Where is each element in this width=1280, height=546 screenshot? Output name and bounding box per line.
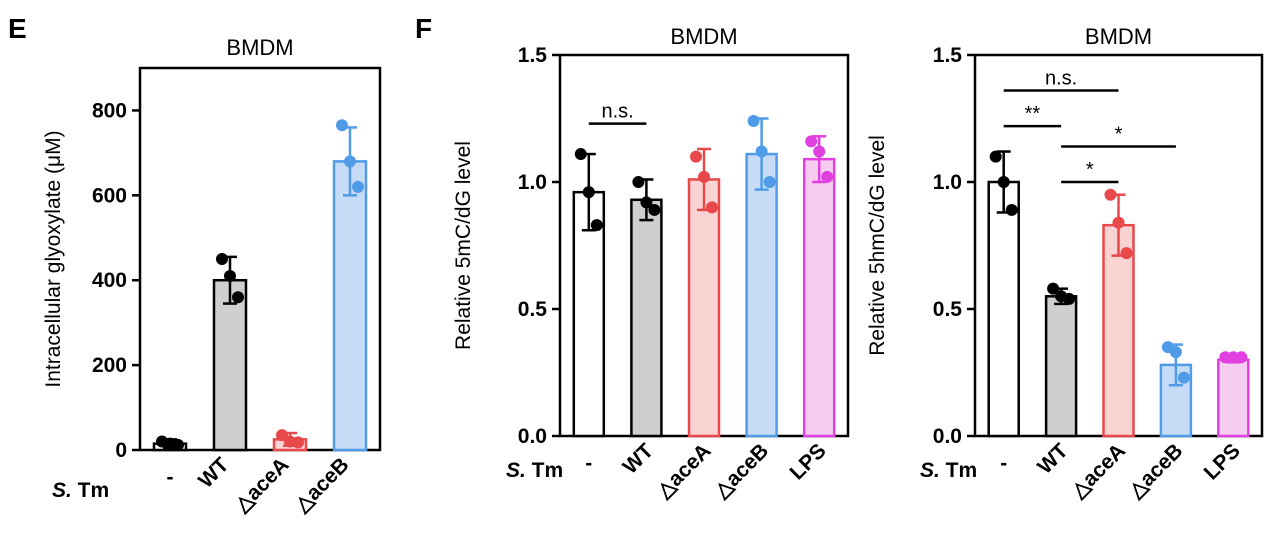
data-point (292, 436, 304, 449)
data-point (1005, 203, 1018, 216)
data-point (1112, 216, 1125, 229)
row-label-f2: S. Tm (920, 459, 977, 482)
x-tick-label: △aceB (709, 439, 773, 503)
chart-title: BMDM (1085, 24, 1152, 49)
bar (630, 198, 663, 438)
data-point (1063, 292, 1076, 305)
y-tick-label: 200 (92, 354, 127, 377)
x-tick-label: △aceA (1066, 439, 1130, 503)
y-tick-label: 1.5 (518, 44, 548, 67)
y-axis-label: Intracellular glyoxylate (μM) (42, 130, 65, 387)
data-point (632, 176, 645, 188)
y-tick-label: 0.5 (933, 298, 963, 321)
data-point (648, 203, 661, 216)
y-tick-label: 1.0 (518, 171, 547, 194)
x-tick-label: △aceA (230, 453, 294, 517)
y-axis-label: Relative 5hmC/dG level (866, 135, 889, 356)
y-tick-label: 0.5 (518, 298, 548, 321)
data-point (590, 219, 603, 232)
data-point (336, 119, 348, 132)
x-tick-label: - (585, 452, 592, 475)
5mc-chart: BMDM Relative 5mC/dG level 0.0 0.5 1.0 1.5 -… (452, 24, 850, 503)
bar (802, 157, 836, 438)
x-tick-label: △aceA (652, 439, 716, 503)
data-point (1047, 282, 1060, 295)
x-tick-label: - (167, 466, 174, 489)
row-label-e: S. Tm (52, 479, 109, 502)
bar (745, 152, 778, 438)
x-tick-label: LPS (786, 439, 831, 484)
data-point (1104, 188, 1117, 201)
chart-title: BMDM (226, 35, 293, 60)
row-labels: S. Tm S. Tm S. Tm (52, 459, 977, 502)
data-point (763, 176, 776, 188)
x-tick-label: - (1000, 452, 1007, 475)
data-point (989, 150, 1002, 163)
y-tick-label: 1.0 (933, 171, 962, 194)
x-tick-label: △aceB (1124, 439, 1188, 503)
data-point (698, 170, 710, 183)
x-tick-label: LPS (1200, 439, 1245, 484)
y-axis-label: Relative 5mC/dG level (452, 141, 475, 350)
bar (1102, 223, 1135, 438)
bar (332, 160, 368, 452)
row-label-f1: S. Tm (506, 459, 563, 482)
bar (987, 180, 1020, 438)
data-point (805, 135, 818, 148)
y-tick-label: 0 (115, 439, 127, 462)
data-point (344, 155, 356, 168)
bar (1217, 358, 1250, 438)
data-point (813, 145, 826, 158)
y-tick-label: 800 (92, 99, 127, 122)
data-point (690, 150, 702, 163)
glyoxylate-chart: BMDM Intracellular glyoxylate (μM) 0 200 4… (42, 35, 382, 517)
bar (572, 190, 606, 438)
significance-label: n.s. (1045, 68, 1077, 90)
significance-label: n.s. (601, 101, 633, 123)
data-point (276, 429, 288, 442)
chart-title: BMDM (670, 24, 737, 49)
plot-frame (138, 66, 382, 452)
data-point (1169, 346, 1182, 359)
panel-label-f: F (415, 13, 432, 44)
data-point (172, 438, 184, 451)
significance-label: ** (1025, 103, 1041, 125)
x-tick-label: WT (194, 453, 233, 492)
x-tick-label: WT (619, 439, 658, 478)
y-tick-label: 0.0 (518, 425, 547, 448)
y-tick-label: 400 (92, 269, 127, 292)
data-point (352, 180, 364, 193)
data-point (640, 196, 653, 209)
data-point (574, 148, 587, 161)
data-point (755, 145, 768, 158)
bar (1044, 295, 1078, 438)
5hmc-chart: BMDM Relative 5hmC/dG level 0.0 0.5 1.0 1.5… (866, 24, 1264, 503)
data-point (1177, 371, 1190, 384)
data-point (821, 170, 834, 183)
data-point (997, 176, 1010, 188)
significance-label: * (1115, 123, 1123, 145)
bar (687, 178, 721, 438)
data-point (232, 291, 244, 304)
significance-label: * (1086, 159, 1094, 181)
panel-label-e: E (8, 13, 27, 44)
data-point (582, 186, 595, 199)
y-tick-label: 0.0 (933, 425, 962, 448)
data-point (747, 115, 760, 128)
data-point (706, 201, 718, 214)
data-point (224, 269, 236, 282)
y-tick-label: 600 (92, 184, 127, 207)
data-point (216, 253, 228, 265)
data-point (1235, 351, 1248, 364)
bar (212, 278, 248, 452)
data-point (1120, 247, 1133, 260)
x-tick-label: △aceB (290, 453, 354, 517)
y-tick-label: 1.5 (933, 44, 963, 67)
x-tick-label: WT (1033, 439, 1072, 478)
